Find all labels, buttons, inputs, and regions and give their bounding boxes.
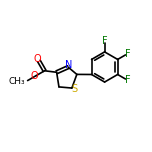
Text: CH₃: CH₃ <box>9 77 26 86</box>
Text: O: O <box>30 71 38 81</box>
Text: O: O <box>33 54 41 64</box>
Text: F: F <box>125 49 131 59</box>
Text: F: F <box>102 36 107 46</box>
Text: N: N <box>65 60 73 70</box>
Text: S: S <box>71 84 78 94</box>
Text: F: F <box>125 75 131 85</box>
